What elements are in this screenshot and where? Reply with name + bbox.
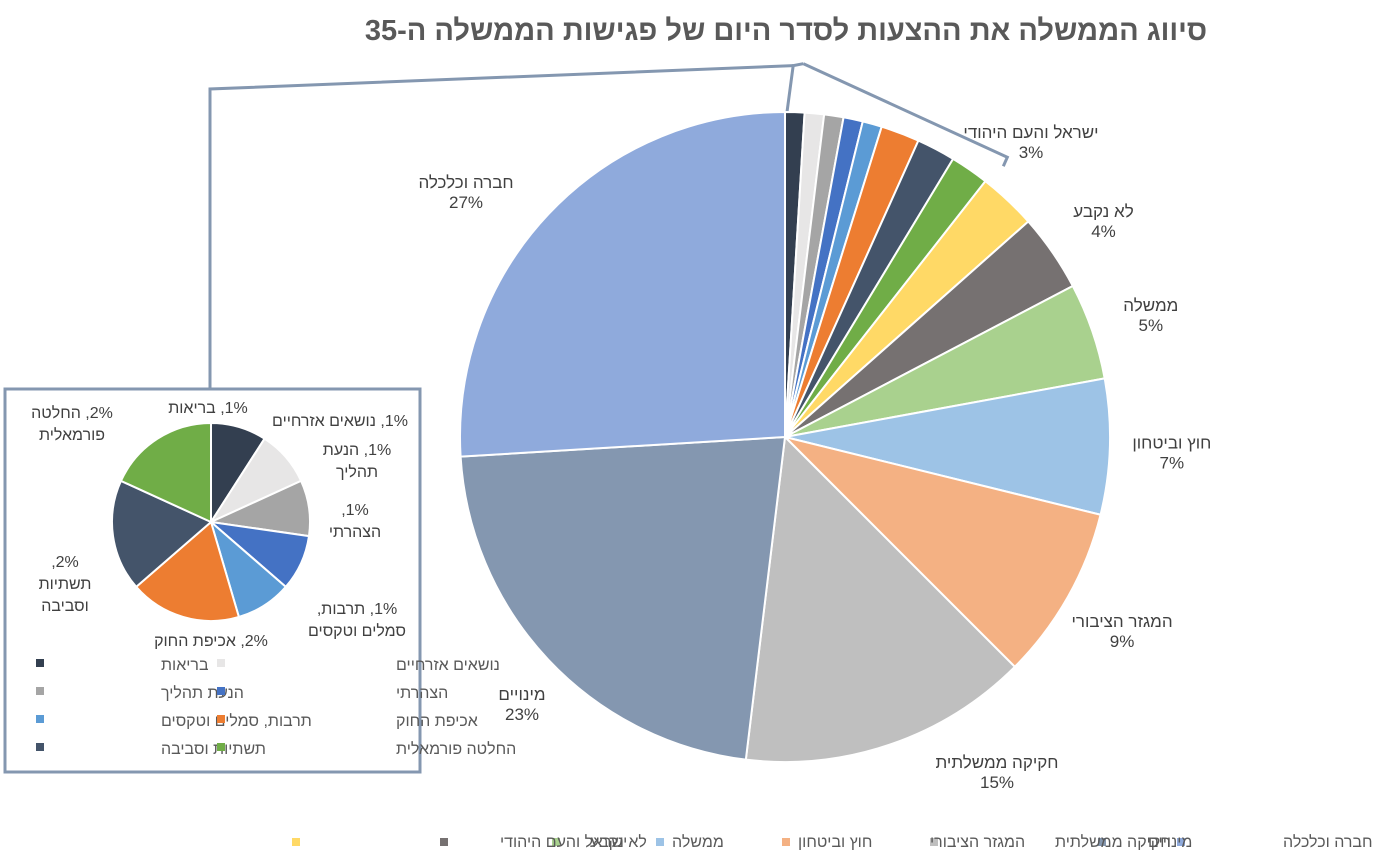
- legend-label: ממשלה: [672, 833, 724, 851]
- main-pie: [459, 110, 1111, 763]
- legend-swatch: [656, 838, 664, 846]
- main-slice-value-label: 3%: [1019, 143, 1044, 162]
- main-slice-value-label: 7%: [1160, 454, 1185, 473]
- legend-swatch: [1098, 838, 1106, 846]
- main-slice-6: [459, 435, 787, 761]
- inset-legend-label: בריאות: [161, 657, 209, 674]
- legend-swatch: [782, 838, 790, 846]
- main-slice-name-label: חברה וכלכלה: [418, 173, 513, 192]
- inset-legend-label: אכיפת החוק: [396, 713, 478, 730]
- main-slice-name-label: ישראל והעם היהודי: [963, 123, 1098, 142]
- main-slice-name-label: חוץ וביטחון: [1132, 434, 1211, 453]
- inset-slice-label: הצהרתי: [329, 524, 381, 541]
- main-slice-4: [781, 435, 1102, 669]
- legend-swatch: [440, 838, 448, 846]
- inset-slice-label: וסביבה: [41, 598, 89, 615]
- bracket-right: [802, 62, 1010, 167]
- inset-legend-swatch: [217, 743, 225, 751]
- inset-panel: 1%, בריאות 1%, נושאים אזרחיים 1%, הנעת תהלי…: [3, 387, 516, 774]
- inset-slice-label: פורמאלית: [39, 426, 105, 444]
- inset-legend-label: נושאים אזרחיים: [396, 657, 500, 674]
- main-slice-name-label: המגזר הציבורי: [1072, 612, 1173, 631]
- inset-legend-swatch: [36, 687, 44, 695]
- main-slice-value-label: 27%: [449, 193, 483, 212]
- main-slice-value-label: 15%: [980, 773, 1014, 792]
- inset-legend-label: תרבות, סמלים וטקסים: [161, 712, 312, 730]
- legend-swatch: [292, 838, 300, 846]
- main-slice-name-label: חקיקה ממשלתית: [936, 753, 1059, 772]
- inset-slice-label: 1%, בריאות: [168, 400, 248, 417]
- inset-slice-label: 1%,: [341, 502, 369, 519]
- bracket-left: [785, 62, 804, 113]
- main-slice-name-label: ממשלה: [1123, 296, 1178, 315]
- zoom-connector: [208, 62, 1010, 388]
- inset-legend-swatch: [36, 659, 44, 667]
- chart-title: סיווג הממשלה את ההצעות לסדר היום של פגיש…: [365, 15, 1207, 47]
- inset-legend-swatch: [36, 715, 44, 723]
- legend-swatch: [552, 838, 560, 846]
- inset-slice-label: 1%, תרבות,: [317, 601, 397, 618]
- main-slice-value-label: 5%: [1139, 316, 1164, 335]
- inset-slice-label: 2%, החלטה: [31, 404, 113, 422]
- inset-legend-label: תשתיות וסביבה: [161, 741, 266, 758]
- connector-line: [208, 64, 794, 388]
- main-slice-value-label: 4%: [1091, 222, 1116, 241]
- inset-slice-label: תשתיות: [39, 576, 92, 593]
- inset-slice-label: 2%,: [51, 554, 79, 571]
- main-slice-name-label: מינויים: [498, 685, 545, 704]
- inset-legend-swatch: [217, 715, 225, 723]
- legend-label: חוץ וביטחון: [798, 834, 872, 851]
- legend-label: חקיקה ממשלתית: [1055, 833, 1171, 851]
- inset-slice-7: [119, 421, 212, 524]
- inset-legend-swatch: [217, 659, 225, 667]
- main-slice-value-label: 9%: [1110, 632, 1135, 651]
- legend-swatch: [930, 838, 938, 846]
- legend-label: ישראל והעם היהודי: [500, 833, 627, 851]
- legend-swatch: [1177, 838, 1185, 846]
- legend-label: מינויים: [1148, 834, 1192, 851]
- inset-legend-swatch: [36, 743, 44, 751]
- legend-label: חברה וכלכלה: [1283, 833, 1373, 851]
- legend-label: המגזר הציבורי: [930, 834, 1025, 851]
- main-slice-3: [784, 377, 1111, 516]
- inset-slice-label: 1%, נושאים אזרחיים: [272, 413, 408, 430]
- main-slice-name-label: לא נקבע: [1073, 202, 1133, 221]
- inset-slice-label: 2%, אכיפת החוק: [154, 633, 268, 650]
- inset-legend-label: הנעת תהליך: [161, 684, 244, 702]
- main-slice-7: [459, 110, 786, 458]
- inset-legend-label: החלטה פורמאלית: [396, 740, 516, 758]
- inset-slice-label: 1%, הנעת: [323, 442, 391, 459]
- main-slice-value-label: 23%: [505, 705, 539, 724]
- inset-slice-label: תהליך: [336, 463, 378, 481]
- legend-label: לא נקבע: [590, 833, 647, 851]
- inset-legend-label: הצהרתי: [396, 685, 448, 702]
- main-slice-5: [744, 434, 1017, 763]
- inset-legend-swatch: [217, 687, 225, 695]
- inset-slice-label: סמלים וטקסים: [308, 622, 406, 640]
- inset-slice-5: [134, 520, 241, 622]
- inset-slice-6: [111, 479, 213, 589]
